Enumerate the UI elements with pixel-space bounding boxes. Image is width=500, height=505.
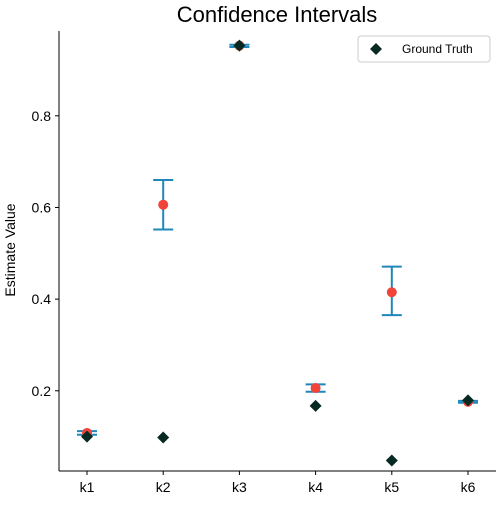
legend-diamond-icon bbox=[370, 43, 382, 55]
y-tick-label: 0.2 bbox=[32, 383, 52, 399]
legend: Ground Truth bbox=[357, 35, 491, 63]
x-tick-label: k3 bbox=[232, 479, 247, 495]
plot-marks bbox=[77, 39, 478, 467]
x-tick-label: k2 bbox=[156, 479, 171, 495]
axes: k1 k2 k3 k4 k5 k6 0.2 0.4 0.6 0.8 bbox=[32, 31, 496, 495]
estimate-point bbox=[386, 287, 397, 298]
ground-truth-point bbox=[233, 39, 246, 52]
legend-frame bbox=[357, 35, 491, 63]
ground-truth-point bbox=[309, 399, 322, 412]
y-axis-label: Estimate Value bbox=[2, 203, 18, 296]
estimate-point bbox=[310, 383, 321, 394]
x-tick-label: k1 bbox=[80, 479, 95, 495]
y-tick-label: 0.6 bbox=[32, 199, 52, 215]
ground-truth-point bbox=[462, 394, 474, 407]
y-tick-label: 0.4 bbox=[32, 291, 52, 307]
ground-truth-point bbox=[157, 431, 170, 444]
y-tick-label: 0.8 bbox=[32, 108, 52, 124]
legend-label-ground-truth: Ground Truth bbox=[402, 42, 473, 56]
ground-truth-point bbox=[81, 430, 93, 443]
ground-truth-point bbox=[385, 454, 398, 467]
x-tick-label: k6 bbox=[461, 479, 476, 495]
estimate-point bbox=[158, 199, 169, 210]
x-tick-label: k5 bbox=[384, 479, 399, 495]
chart-title: Confidence Intervals bbox=[177, 2, 378, 27]
x-tick-label: k4 bbox=[308, 479, 323, 495]
